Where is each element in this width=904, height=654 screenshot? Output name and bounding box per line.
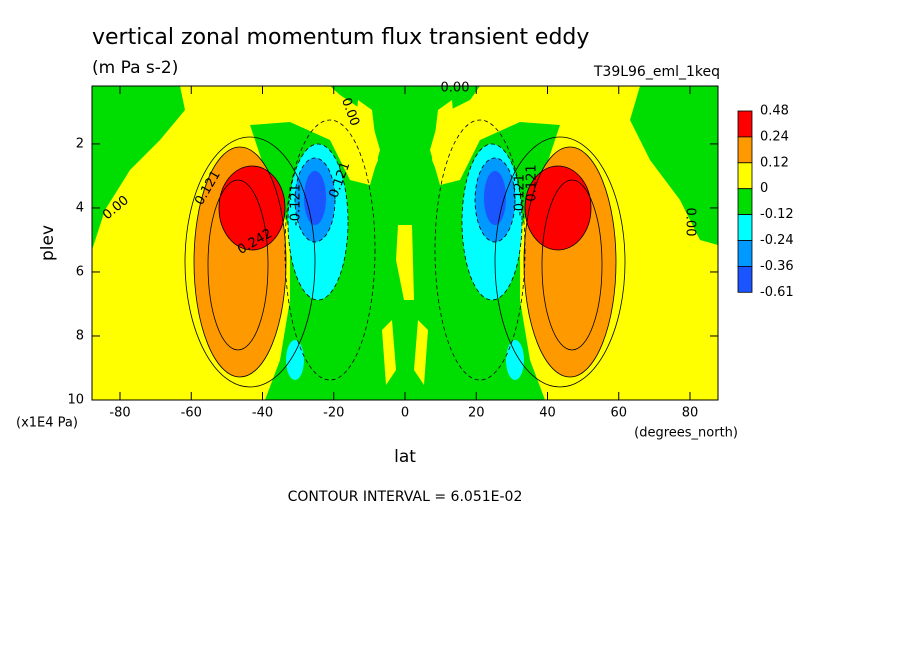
- contour-region: [432, 100, 458, 185]
- x-units: (degrees_north): [634, 426, 738, 441]
- contour-region: [304, 171, 326, 225]
- colorbar-label: 0.48: [760, 104, 789, 119]
- y-axis-label: plev: [38, 225, 58, 261]
- x-tick-label: -60: [181, 406, 202, 421]
- colorbar-box: [737, 162, 753, 190]
- contour-line: [207, 179, 269, 351]
- colorbar-label: 0.24: [760, 129, 789, 144]
- colorbar-box: [737, 136, 753, 164]
- contour-line: [184, 136, 316, 388]
- contour-region: [219, 166, 285, 250]
- field: [92, 86, 718, 400]
- colorbar-box: [737, 188, 753, 215]
- footer: CONTOUR INTERVAL = 6.051E-02: [288, 489, 523, 505]
- contour-line: [284, 119, 376, 381]
- contour-line: [294, 157, 336, 243]
- x-axis-label: lat: [394, 447, 416, 467]
- contour-region: [286, 340, 304, 380]
- x-tick-label: 0: [401, 406, 409, 421]
- colorbar-label: -0.24: [760, 233, 794, 248]
- colorbar-label: -0.12: [760, 207, 794, 222]
- colorbar-box: [737, 110, 753, 138]
- contour-line: [524, 165, 592, 251]
- colorbar-label: -0.61: [760, 285, 794, 300]
- y-tick-label: 8: [76, 328, 84, 343]
- x-tick-label: 40: [539, 406, 556, 421]
- x-tick-label: 60: [610, 406, 627, 421]
- y-units: (x1E4 Pa): [16, 416, 78, 431]
- colorbar-label: 0.12: [760, 155, 789, 170]
- y-tick-label: 2: [76, 136, 84, 151]
- contour-region: [92, 86, 185, 250]
- contour-line: [287, 143, 349, 301]
- contour-region: [352, 100, 378, 185]
- contour-region: [506, 340, 524, 380]
- x-tick-label: 80: [682, 406, 699, 421]
- contour-line: [494, 136, 626, 388]
- x-tick-label: -20: [323, 406, 344, 421]
- contour-region: [484, 171, 506, 225]
- contour-line: [218, 165, 286, 251]
- contour-label: -0.121: [513, 174, 528, 216]
- colorbar-box: [737, 240, 753, 267]
- contour-region: [396, 225, 414, 300]
- contour-label: 0.00: [441, 81, 470, 96]
- contour-region: [630, 86, 718, 245]
- x-tick-label: -80: [109, 406, 130, 421]
- contour-line: [461, 143, 523, 301]
- contour-line: [541, 179, 603, 351]
- y-tick-label: 6: [76, 264, 84, 279]
- annotation: T39L96_eml_1keq: [593, 64, 720, 80]
- x-tick-label: 20: [468, 406, 485, 421]
- chart-title: vertical zonal momentum flux transient e…: [92, 25, 589, 50]
- contour-label: 0.121: [525, 164, 540, 201]
- y-tick-label: 4: [76, 200, 84, 215]
- colorbar-label: 0: [760, 181, 768, 196]
- colorbar-box: [737, 265, 753, 293]
- x-tick-label: -40: [252, 406, 273, 421]
- colorbar-label: -0.36: [760, 259, 794, 274]
- contour-line: [193, 146, 287, 378]
- colorbar-box: [737, 214, 753, 241]
- contour-region: [414, 320, 428, 385]
- contour-region: [382, 320, 396, 385]
- contour-line: [434, 119, 526, 381]
- y-tick-label: 10: [67, 393, 84, 408]
- contour-region: [525, 166, 591, 250]
- contour-line: [523, 146, 617, 378]
- contour-label: 0.00: [683, 208, 698, 237]
- contour-line: [474, 157, 516, 243]
- chart-subtitle: (m Pa s-2): [92, 58, 178, 78]
- contour-label: -0.121: [289, 184, 304, 226]
